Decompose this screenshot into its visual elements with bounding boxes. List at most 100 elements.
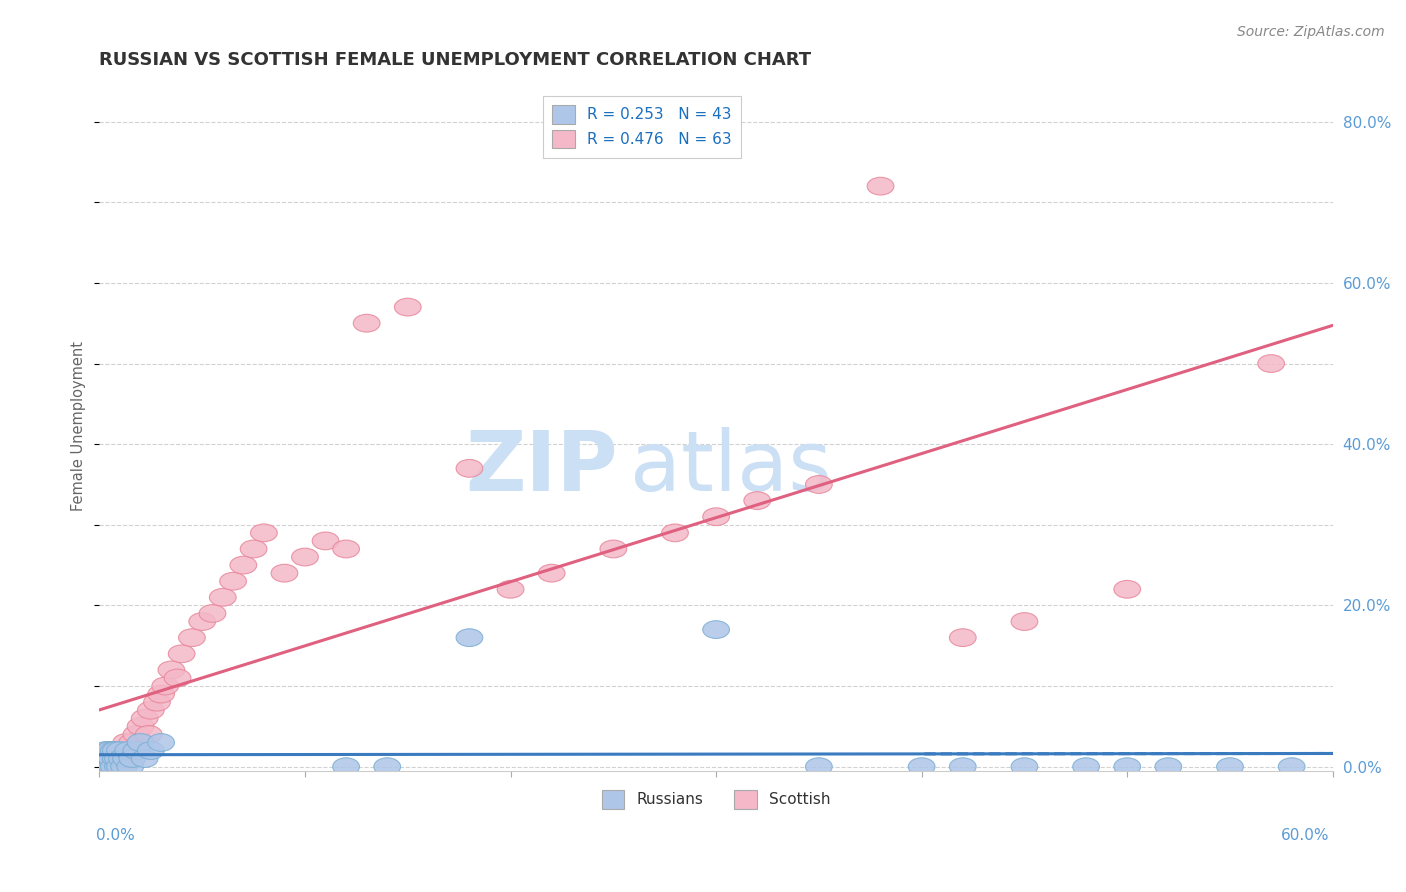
Ellipse shape	[120, 749, 146, 767]
Ellipse shape	[188, 613, 215, 631]
Ellipse shape	[100, 749, 127, 767]
Ellipse shape	[124, 725, 150, 743]
Ellipse shape	[94, 749, 121, 767]
Ellipse shape	[124, 741, 150, 759]
Ellipse shape	[90, 749, 117, 767]
Ellipse shape	[90, 758, 117, 775]
Ellipse shape	[806, 758, 832, 775]
Text: 60.0%: 60.0%	[1281, 828, 1329, 843]
Ellipse shape	[112, 749, 139, 767]
Ellipse shape	[291, 549, 318, 566]
Ellipse shape	[104, 758, 131, 775]
Ellipse shape	[90, 749, 117, 767]
Ellipse shape	[100, 741, 127, 759]
Ellipse shape	[1114, 758, 1140, 775]
Ellipse shape	[94, 749, 121, 767]
Ellipse shape	[107, 758, 134, 775]
Ellipse shape	[143, 693, 170, 711]
Ellipse shape	[97, 749, 124, 767]
Ellipse shape	[374, 758, 401, 775]
Ellipse shape	[157, 661, 184, 679]
Ellipse shape	[103, 758, 129, 775]
Ellipse shape	[107, 741, 134, 759]
Ellipse shape	[312, 532, 339, 549]
Ellipse shape	[498, 581, 524, 599]
Ellipse shape	[111, 758, 138, 775]
Ellipse shape	[209, 589, 236, 607]
Ellipse shape	[107, 758, 134, 775]
Text: RUSSIAN VS SCOTTISH FEMALE UNEMPLOYMENT CORRELATION CHART: RUSSIAN VS SCOTTISH FEMALE UNEMPLOYMENT …	[100, 51, 811, 69]
Ellipse shape	[100, 741, 127, 759]
Ellipse shape	[104, 749, 131, 767]
Ellipse shape	[1216, 758, 1243, 775]
Ellipse shape	[89, 758, 115, 775]
Ellipse shape	[169, 645, 195, 663]
Ellipse shape	[117, 741, 143, 759]
Ellipse shape	[93, 758, 120, 775]
Ellipse shape	[97, 741, 124, 759]
Text: ZIP: ZIP	[465, 427, 617, 508]
Ellipse shape	[108, 749, 135, 767]
Ellipse shape	[138, 701, 165, 719]
Ellipse shape	[1011, 613, 1038, 631]
Ellipse shape	[1073, 758, 1099, 775]
Ellipse shape	[98, 758, 125, 775]
Ellipse shape	[200, 605, 226, 623]
Ellipse shape	[103, 749, 129, 767]
Ellipse shape	[456, 629, 482, 647]
Ellipse shape	[131, 709, 157, 727]
Ellipse shape	[868, 178, 894, 195]
Ellipse shape	[127, 717, 153, 735]
Ellipse shape	[98, 741, 125, 759]
Ellipse shape	[949, 758, 976, 775]
Ellipse shape	[152, 677, 179, 695]
Ellipse shape	[240, 540, 267, 558]
Ellipse shape	[333, 758, 360, 775]
Ellipse shape	[806, 475, 832, 493]
Ellipse shape	[127, 733, 153, 751]
Ellipse shape	[1114, 581, 1140, 599]
Ellipse shape	[135, 725, 162, 743]
Ellipse shape	[94, 758, 121, 775]
Ellipse shape	[93, 749, 120, 767]
Ellipse shape	[165, 669, 191, 687]
Ellipse shape	[90, 758, 117, 775]
Ellipse shape	[103, 749, 129, 767]
Ellipse shape	[89, 758, 115, 775]
Ellipse shape	[93, 741, 120, 759]
Ellipse shape	[333, 540, 360, 558]
Text: 0.0%: 0.0%	[96, 828, 135, 843]
Ellipse shape	[231, 557, 257, 574]
Ellipse shape	[662, 524, 689, 541]
Ellipse shape	[219, 573, 246, 591]
Ellipse shape	[97, 749, 124, 767]
Ellipse shape	[908, 758, 935, 775]
Text: atlas: atlas	[630, 427, 831, 508]
Ellipse shape	[179, 629, 205, 647]
Ellipse shape	[949, 629, 976, 647]
Ellipse shape	[456, 459, 482, 477]
Ellipse shape	[98, 749, 125, 767]
Ellipse shape	[103, 741, 129, 759]
Ellipse shape	[744, 491, 770, 509]
Ellipse shape	[93, 758, 120, 775]
Ellipse shape	[104, 749, 131, 767]
Legend: Russians, Scottish: Russians, Scottish	[595, 784, 837, 814]
Ellipse shape	[538, 565, 565, 582]
Text: Source: ZipAtlas.com: Source: ZipAtlas.com	[1237, 25, 1385, 39]
Y-axis label: Female Unemployment: Female Unemployment	[72, 341, 86, 511]
Ellipse shape	[115, 741, 142, 759]
Ellipse shape	[703, 508, 730, 525]
Ellipse shape	[98, 758, 125, 775]
Ellipse shape	[1154, 758, 1181, 775]
Ellipse shape	[353, 314, 380, 332]
Ellipse shape	[120, 733, 146, 751]
Ellipse shape	[148, 733, 174, 751]
Ellipse shape	[115, 749, 142, 767]
Ellipse shape	[94, 741, 121, 759]
Ellipse shape	[117, 758, 143, 775]
Ellipse shape	[1278, 758, 1305, 775]
Ellipse shape	[1258, 355, 1285, 372]
Ellipse shape	[108, 749, 135, 767]
Ellipse shape	[148, 685, 174, 703]
